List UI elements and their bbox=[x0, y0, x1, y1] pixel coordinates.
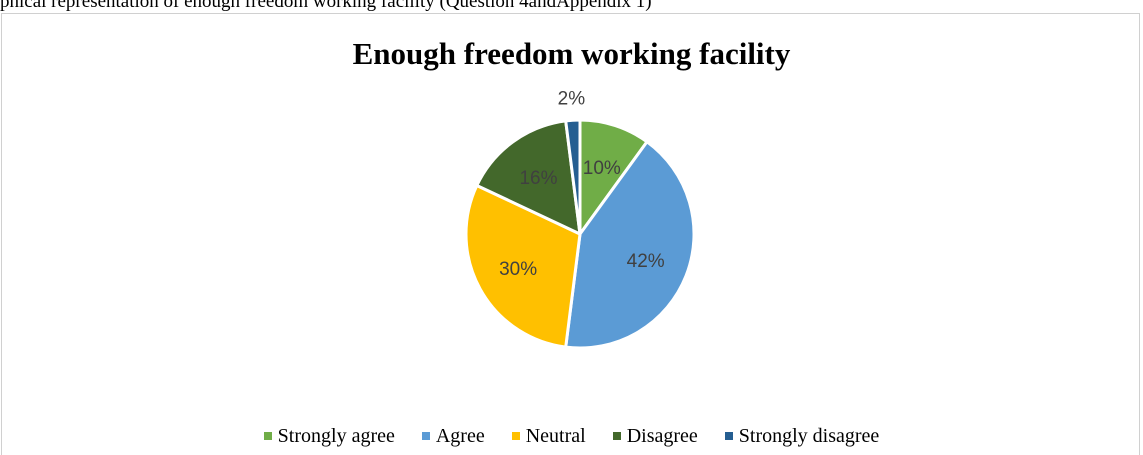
legend-label-strongly-agree: Strongly agree bbox=[277, 425, 395, 447]
figure-caption: phical representation of enough freedom … bbox=[0, 0, 652, 12]
pie-slice-neutral bbox=[464, 183, 582, 349]
legend-label-disagree: Disagree bbox=[626, 425, 698, 447]
legend-swatch-strongly-agree bbox=[263, 432, 272, 440]
data-label-disagree: 16% bbox=[519, 168, 557, 189]
legend-swatch-disagree bbox=[612, 432, 621, 440]
chart-frame bbox=[1, 13, 1140, 455]
legend-item-strongly-disagree: Strongly disagree bbox=[724, 424, 880, 448]
pie-slice-disagree bbox=[475, 119, 582, 236]
legend-swatch-agree bbox=[421, 432, 430, 440]
legend-item-agree: Agree bbox=[421, 424, 485, 448]
legend-swatch-neutral bbox=[511, 432, 520, 440]
data-label-strongly-disagree: 2% bbox=[558, 89, 586, 110]
legend-swatch-strongly-disagree bbox=[724, 432, 733, 440]
chart-legend: Strongly agree Agree Neutral Disagree Strong… bbox=[0, 424, 1143, 448]
legend-label-neutral: Neutral bbox=[525, 425, 586, 447]
chart-title: Enough freedom working facility bbox=[352, 36, 791, 71]
legend-item-neutral: Neutral bbox=[511, 424, 586, 448]
legend-label-strongly-disagree: Strongly disagree bbox=[738, 425, 880, 447]
pie-slice-agree bbox=[564, 140, 696, 350]
legend-item-strongly-agree: Strongly agree bbox=[263, 424, 395, 448]
legend-item-disagree: Disagree bbox=[612, 424, 698, 448]
data-label-strongly-agree: 10% bbox=[583, 158, 621, 179]
legend-label-agree: Agree bbox=[435, 425, 485, 447]
data-label-neutral: 30% bbox=[499, 259, 537, 280]
data-label-agree: 42% bbox=[627, 251, 665, 272]
pie-slice-strongly-disagree bbox=[564, 118, 582, 236]
